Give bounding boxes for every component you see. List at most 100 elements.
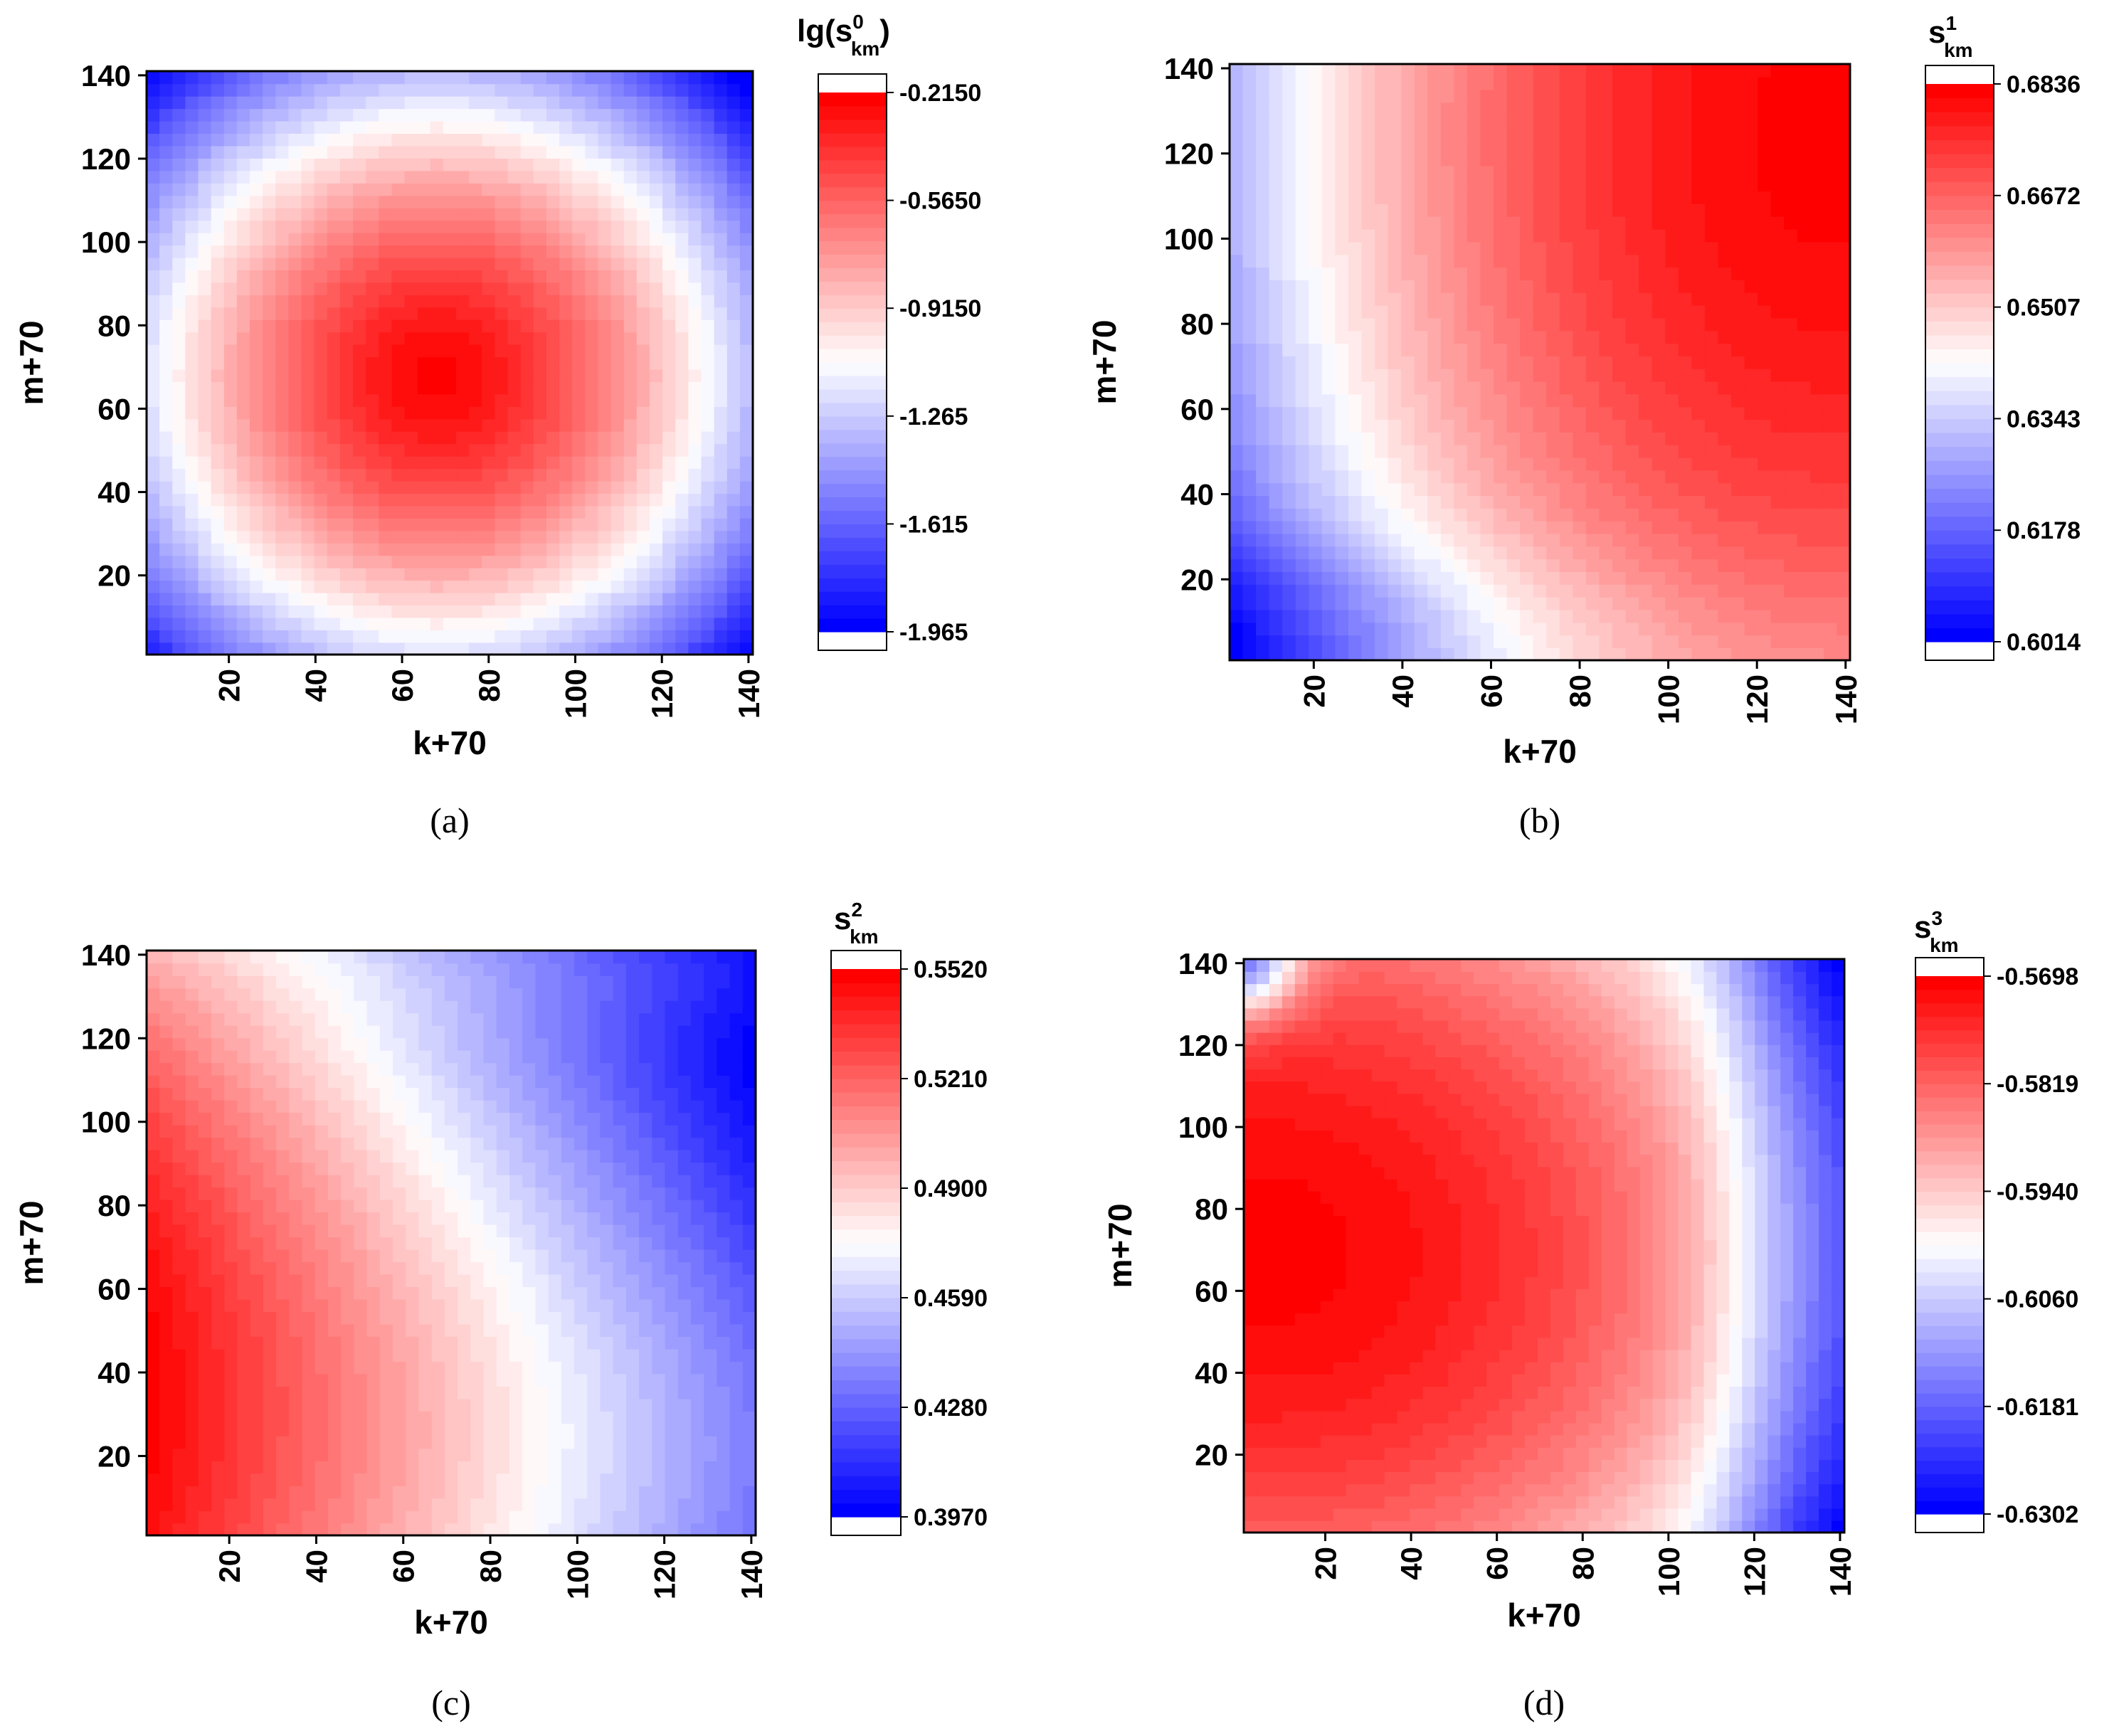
heatmap-cell xyxy=(1309,457,1323,471)
heatmap-cell xyxy=(1836,647,1850,660)
heatmap-cell xyxy=(1784,622,1798,636)
heatmap-cell xyxy=(353,108,366,122)
heatmap-cell xyxy=(250,580,263,593)
heatmap-cell xyxy=(458,1448,472,1461)
heatmap-cell xyxy=(1836,292,1850,306)
heatmap-cell xyxy=(172,406,186,420)
heatmap-cell xyxy=(585,455,599,470)
heatmap-cell xyxy=(172,518,186,531)
heatmap-cell xyxy=(1810,152,1824,166)
heatmap-cell xyxy=(339,381,354,395)
heatmap-cell xyxy=(1480,165,1494,179)
heatmap-cell xyxy=(379,145,393,159)
heatmap-cell xyxy=(1678,356,1693,369)
heatmap-cell xyxy=(1520,393,1534,408)
heatmap-cell xyxy=(611,430,625,445)
heatmap-cell xyxy=(418,1436,433,1449)
heatmap-cell xyxy=(1282,280,1296,293)
heatmap-cell xyxy=(1651,343,1666,356)
heatmap-cell xyxy=(495,133,509,147)
heatmap-cell xyxy=(520,505,534,519)
heatmap-cell xyxy=(1731,254,1745,268)
heatmap-cell xyxy=(1731,191,1745,204)
heatmap-cell xyxy=(1401,165,1415,179)
heatmap-cell xyxy=(1573,343,1587,356)
heatmap-cell xyxy=(1414,533,1429,547)
heatmap-cell xyxy=(585,369,599,382)
heatmap-cell xyxy=(339,605,354,618)
heatmap-cell xyxy=(1401,571,1415,585)
heatmap-cell xyxy=(572,530,586,544)
heatmap-cell xyxy=(714,108,728,122)
heatmap-cell xyxy=(172,1486,186,1499)
heatmap-cell xyxy=(649,418,663,432)
heatmap-cell xyxy=(1466,393,1481,408)
heatmap-cell xyxy=(444,1523,458,1535)
colorbar-tick-label: -1.965 xyxy=(899,619,968,646)
heatmap-cell xyxy=(1414,203,1429,217)
heatmap-cell xyxy=(1704,216,1719,230)
heatmap-cell xyxy=(548,1498,562,1511)
heatmap-cell xyxy=(1559,393,1574,408)
heatmap-cell xyxy=(649,133,663,147)
heatmap-cell xyxy=(1797,228,1812,243)
heatmap-cell xyxy=(739,170,753,184)
heatmap-cell xyxy=(520,133,534,147)
heatmap-cell xyxy=(1388,419,1402,433)
heatmap-cell xyxy=(572,443,586,457)
heatmap-cell xyxy=(623,245,638,258)
heatmap-cell xyxy=(1599,267,1613,280)
heatmap-cell xyxy=(1269,406,1284,420)
heatmap-cell xyxy=(1506,241,1521,255)
heatmap-cell xyxy=(1361,76,1375,90)
heatmap-cell xyxy=(1585,89,1600,103)
heatmap-cell xyxy=(1546,457,1560,471)
heatmap-cell xyxy=(1744,647,1758,660)
heatmap-cell xyxy=(185,207,199,221)
heatmap-cell xyxy=(623,642,638,655)
heatmap-cell xyxy=(1414,267,1429,280)
heatmap-cell xyxy=(1440,482,1455,497)
heatmap-cell xyxy=(263,1436,277,1449)
heatmap-cell xyxy=(1242,89,1257,103)
heatmap-cell xyxy=(1625,165,1639,179)
heatmap-cell xyxy=(1573,584,1587,598)
heatmap-cell xyxy=(1361,520,1375,534)
heatmap-cell xyxy=(1454,330,1468,344)
heatmap-cell xyxy=(211,1461,226,1474)
heatmap-cell xyxy=(1704,127,1719,141)
heatmap-cell xyxy=(1321,356,1336,369)
heatmap-cell xyxy=(639,1523,653,1535)
heatmap-cell xyxy=(1559,317,1574,332)
heatmap-cell xyxy=(611,381,625,395)
heatmap-cell xyxy=(1282,419,1296,433)
heatmap-cell xyxy=(236,518,250,531)
heatmap-cell xyxy=(1573,356,1587,369)
heatmap-cell xyxy=(495,232,509,246)
heatmap-cell xyxy=(1414,115,1429,128)
heatmap-cell xyxy=(1823,609,1838,623)
heatmap-cell xyxy=(690,1510,704,1524)
heatmap-cell xyxy=(507,71,522,85)
heatmap-cell xyxy=(1810,280,1824,293)
heatmap-cell xyxy=(456,207,470,221)
heatmap-cell xyxy=(1758,635,1772,648)
heatmap-cell xyxy=(1230,254,1244,268)
heatmap-cell xyxy=(353,220,366,233)
heatmap-cell xyxy=(339,245,354,258)
heatmap-cell xyxy=(507,120,522,134)
heatmap-cell xyxy=(301,270,315,283)
heatmap-cell xyxy=(739,295,753,308)
heatmap-cell xyxy=(1744,254,1758,268)
heatmap-cell xyxy=(469,270,483,283)
heatmap-cell xyxy=(406,1498,420,1511)
x-tick-label: 60 xyxy=(386,669,419,702)
heatmap-cell xyxy=(1375,267,1389,280)
heatmap-cell xyxy=(482,71,496,85)
heatmap-cell xyxy=(1494,647,1508,660)
heatmap-cell xyxy=(1494,609,1508,623)
heatmap-cell xyxy=(1520,635,1534,648)
heatmap-cell xyxy=(1625,343,1639,356)
heatmap-cell xyxy=(444,1436,458,1449)
heatmap-cell xyxy=(677,1498,692,1511)
